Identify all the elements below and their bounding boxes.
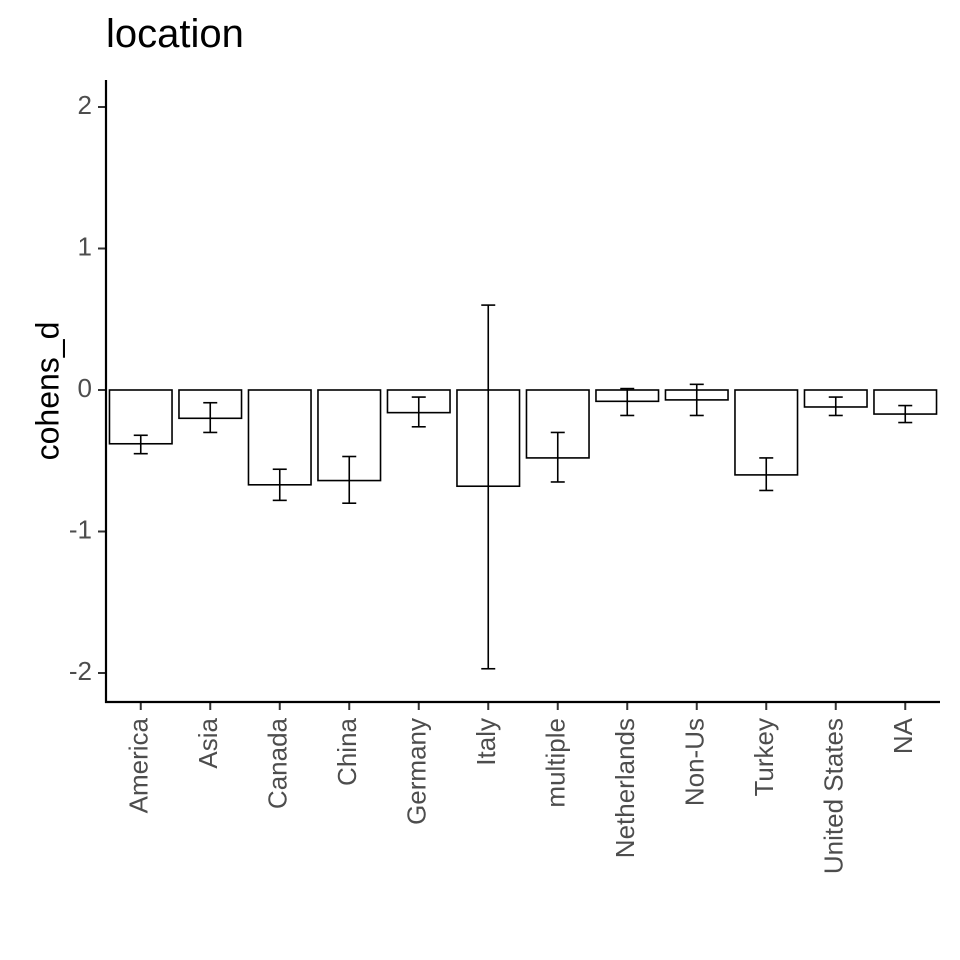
bars-layer <box>108 389 938 488</box>
chart-title: location <box>106 12 244 56</box>
y-tick-label: -1 <box>69 514 92 544</box>
error-bar <box>342 455 357 505</box>
x-tick-label: Turkey <box>749 718 779 797</box>
error-bar <box>689 383 704 417</box>
x-tick-label: NA <box>888 717 918 754</box>
error-bar <box>620 387 635 417</box>
x-tick-label: Italy <box>471 718 501 766</box>
error-bar <box>272 468 287 502</box>
error-bar <box>133 434 148 455</box>
y-axis-title: cohens_d <box>29 322 65 461</box>
error-bar <box>759 457 774 492</box>
x-tick-label: Netherlands <box>610 718 640 858</box>
error-bar <box>411 396 426 428</box>
x-tick-label: China <box>332 717 362 785</box>
x-tick-label: United States <box>819 718 849 874</box>
axes-layer: America Asia Canada China Germany Italy multip… <box>69 80 940 874</box>
error-bars-layer <box>133 304 913 670</box>
x-tick-label: Germany <box>402 718 432 825</box>
error-bar <box>550 431 565 483</box>
error-bar <box>481 304 496 670</box>
y-tick-label: 1 <box>78 231 92 261</box>
x-tick-label: multiple <box>541 718 571 808</box>
error-bar <box>898 404 913 424</box>
x-tick-label: America <box>124 717 154 813</box>
error-bar <box>203 401 218 434</box>
x-tick-label: Non-Us <box>680 718 710 806</box>
x-tick-label: Asia <box>193 717 223 768</box>
error-bar <box>828 396 843 417</box>
x-tick-label: Canada <box>263 717 293 809</box>
y-tick-label: 2 <box>78 90 92 120</box>
y-tick-label: -2 <box>69 656 92 686</box>
y-tick-label: 0 <box>78 373 92 403</box>
